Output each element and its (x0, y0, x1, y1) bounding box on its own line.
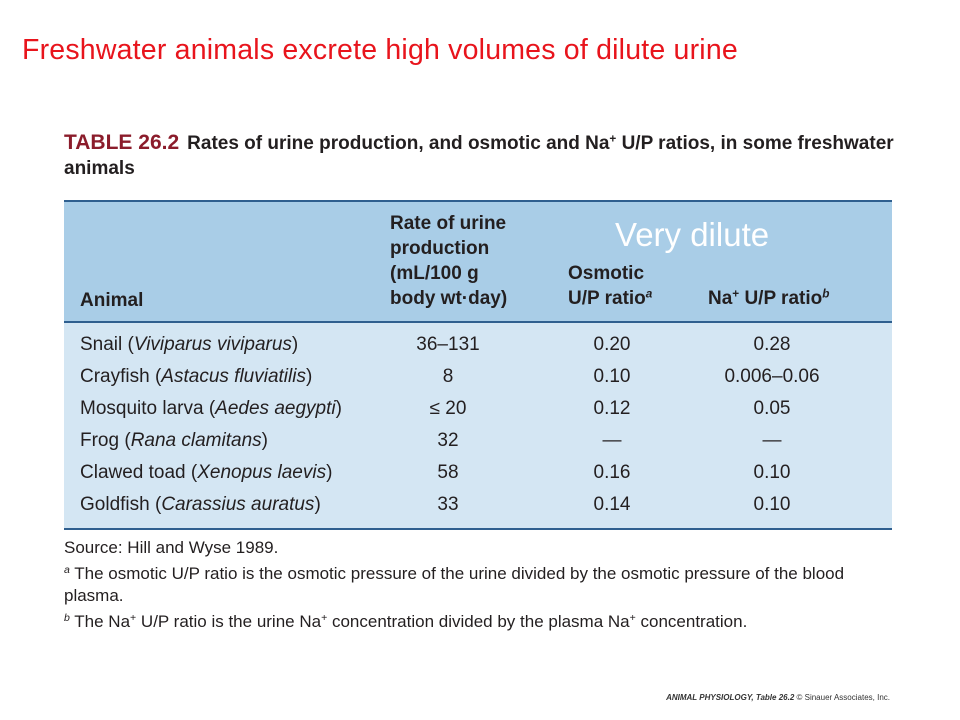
footnote-a-text: The osmotic U/P ratio is the osmotic pre… (64, 564, 845, 605)
animal-common-name: Clawed toad (80, 462, 186, 483)
osmotic-cell: — (602, 430, 622, 451)
na-cell: — (762, 430, 782, 451)
animal-common-name: Mosquito larva (80, 398, 204, 419)
table-number: TABLE 26.2 (64, 131, 180, 154)
rate-cell: 8 (442, 366, 454, 387)
animal-species: Viviparus viviparus (133, 334, 292, 355)
na-cell: 0.10 (753, 462, 791, 483)
slide-title: Freshwater animals excrete high volumes … (22, 34, 738, 66)
table-row: Crayfish (Astacus fluviatilis) 8 0.10 0.… (64, 361, 892, 393)
animal-species: Astacus fluviatilis (161, 366, 306, 387)
table-row: Snail (Viviparus viviparus) 36–131 0.20 … (64, 329, 892, 361)
animal-species: Xenopus laevis (197, 462, 327, 483)
rate-cell: 36–131 (416, 334, 480, 355)
animal-cell: Snail (Viviparus viviparus) (80, 334, 299, 355)
footnote-b-text: concentration divided by the plasma Na (327, 612, 630, 631)
caption-sup: + (609, 132, 617, 146)
footnote-a: a The osmotic U/P ratio is the osmotic p… (64, 563, 904, 607)
animal-common-name: Snail (80, 334, 123, 355)
header-osmotic-line2: U/P ratio (568, 288, 646, 309)
header-urine-rate: Rate of urine production (mL/100 g body … (390, 211, 507, 311)
animal-cell: Goldfish (Carassius auratus) (80, 494, 321, 515)
na-cell: 0.006–0.06 (724, 366, 820, 387)
header-osmotic-ratio: Osmotic U/P ratioa (568, 261, 652, 311)
footnote-b-text: The Na (69, 612, 131, 631)
header-rate-line: (mL/100 g (390, 263, 479, 284)
osmotic-cell: 0.10 (593, 366, 631, 387)
animal-species: Rana clamitans (130, 430, 262, 451)
caption-text-1: Rates of urine production, and osmotic a… (187, 133, 610, 154)
table-header: Animal Rate of urine production (mL/100 … (64, 202, 892, 323)
na-cell: 0.05 (753, 398, 791, 419)
footnote-b-text: U/P ratio is the urine Na (136, 612, 322, 631)
table-row: Mosquito larva (Aedes aegypti) ≤ 20 0.12… (64, 393, 892, 425)
header-na-sup: + (732, 287, 740, 301)
footnote-b-text: concentration. (635, 612, 748, 631)
animal-species: Aedes aegypti (215, 398, 336, 419)
animal-species: Carassius auratus (161, 494, 315, 515)
credit-publisher: © Sinauer Associates, Inc. (796, 693, 891, 702)
na-cell: 0.28 (753, 334, 791, 355)
publisher-credit: ANIMAL PHYSIOLOGY, Table 26.2 © Sinauer … (666, 693, 890, 702)
header-osmotic-line1: Osmotic (568, 263, 645, 284)
animal-common-name: Goldfish (80, 494, 150, 515)
footnote-b-sup: + (130, 612, 137, 625)
caption-text-2: U/P ratios, in some freshwater animals (64, 133, 894, 179)
osmotic-cell: 0.12 (593, 398, 631, 419)
footnote-b: b The Na+ U/P ratio is the urine Na+ con… (64, 611, 904, 633)
osmotic-cell: 0.14 (593, 494, 631, 515)
footnote-a-mark: a (64, 564, 70, 577)
table-caption: TABLE 26.2 Rates of urine production, and… (64, 130, 904, 181)
na-cell: 0.10 (753, 494, 791, 515)
table-row: Frog (Rana clamitans) 32 — — (64, 425, 892, 457)
table-source: Source: Hill and Wyse 1989. (64, 538, 279, 557)
rate-cell: 58 (437, 462, 459, 483)
footnote-b-sup: + (321, 612, 328, 625)
table-row: Clawed toad (Xenopus laevis) 58 0.16 0.1… (64, 457, 892, 489)
header-na-ratio: Na+ U/P ratiob (708, 286, 829, 311)
rate-cell: 33 (437, 494, 459, 515)
table-row: Goldfish (Carassius auratus) 33 0.14 0.1… (64, 489, 892, 521)
rate-cell: ≤ 20 (429, 398, 467, 419)
osmotic-cell: 0.20 (593, 334, 631, 355)
header-rate-line: body wt·day) (390, 288, 508, 309)
animal-common-name: Crayfish (80, 366, 150, 387)
footnote-a-marker: a (645, 287, 653, 301)
animal-cell: Frog (Rana clamitans) (80, 430, 268, 451)
overlay-annotation: Very dilute (615, 216, 770, 253)
header-na-prefix: Na (708, 288, 733, 309)
footnote-b-mark: b (64, 612, 70, 625)
animal-cell: Clawed toad (Xenopus laevis) (80, 462, 333, 483)
footnote-b-sup: + (629, 612, 636, 625)
header-rate-line: production (390, 238, 490, 259)
footnote-b-marker: b (822, 287, 830, 301)
header-animal: Animal (80, 290, 144, 311)
animal-cell: Mosquito larva (Aedes aegypti) (80, 398, 342, 419)
credit-book: ANIMAL PHYSIOLOGY, Table 26.2 (666, 693, 795, 702)
animal-cell: Crayfish (Astacus fluviatilis) (80, 366, 313, 387)
header-rate-line: Rate of urine (390, 213, 507, 234)
osmotic-cell: 0.16 (593, 462, 631, 483)
data-table: Animal Rate of urine production (mL/100 … (64, 200, 892, 530)
rate-cell: 32 (437, 430, 459, 451)
header-na-text: U/P ratio (739, 288, 823, 309)
animal-common-name: Frog (80, 430, 120, 451)
